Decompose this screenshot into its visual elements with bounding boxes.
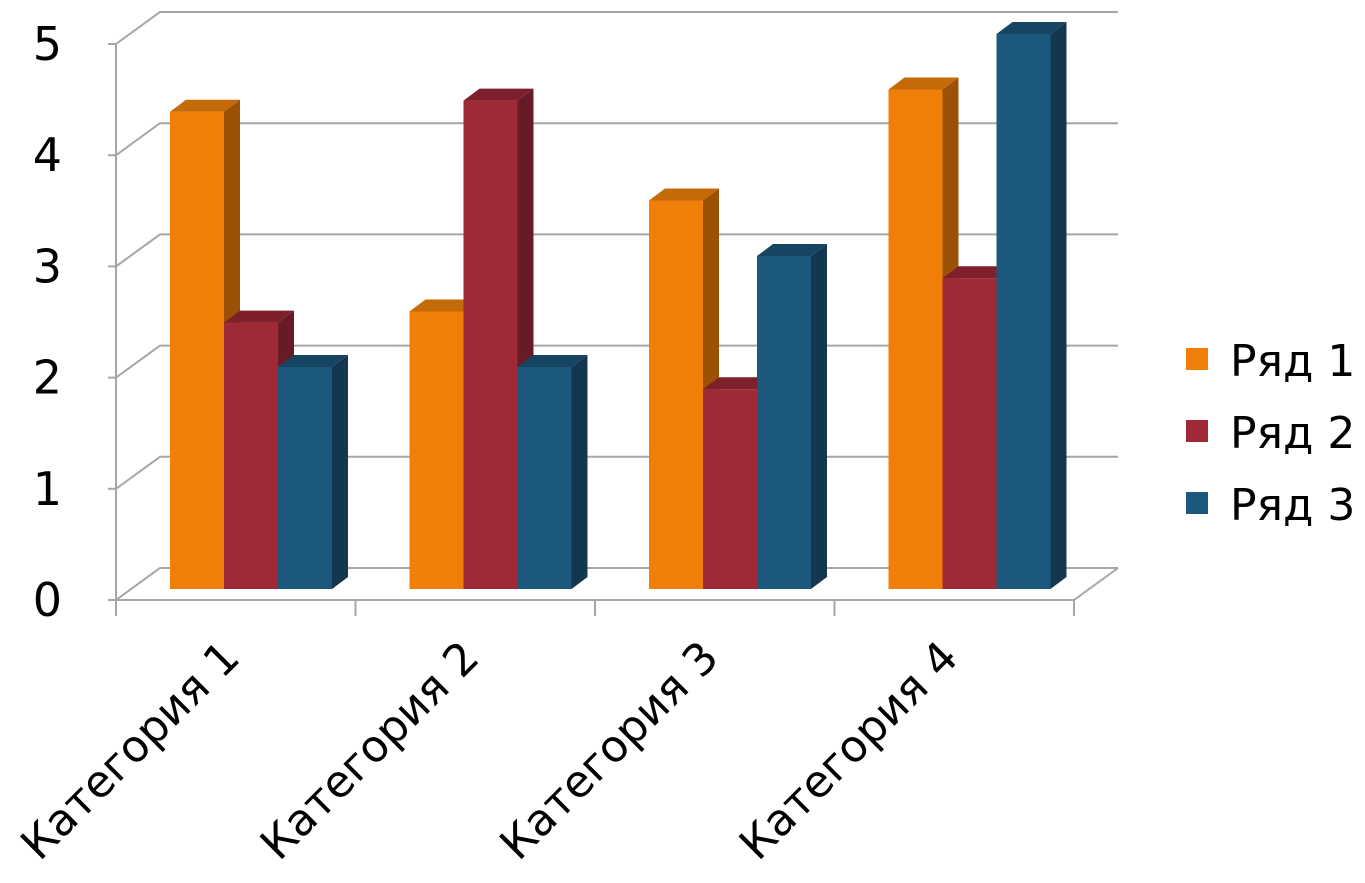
y-tick-label: 4 (33, 128, 62, 182)
legend-label: Ряд 1 (1230, 336, 1355, 387)
x-tick-label: Категория 1 (11, 632, 249, 870)
bar (278, 355, 348, 589)
legend-swatch (1186, 348, 1208, 370)
legend-item: Ряд 3 (1186, 480, 1355, 531)
gridline (115, 11, 1118, 45)
y-tick-label: 2 (33, 351, 62, 405)
bar (463, 88, 534, 589)
y-tick-label: 1 (33, 462, 62, 516)
gridline (115, 233, 1118, 268)
legend-swatch (1186, 420, 1208, 442)
bar (649, 188, 719, 589)
bar (757, 244, 827, 589)
legend-label: Ряд 3 (1230, 480, 1355, 531)
y-tick-label: 0 (33, 573, 62, 627)
floor-edge (1073, 567, 1119, 601)
bar (996, 22, 1067, 589)
bar (517, 355, 588, 589)
bars (170, 22, 1067, 589)
gridline (115, 122, 1118, 157)
y-tick-labels: 0 1 2 3 4 5 (33, 17, 62, 627)
x-tick-label: Категория 2 (251, 632, 489, 870)
legend-item: Ряд 2 (1186, 408, 1355, 459)
legend: Ряд 1 Ряд 2 Ряд 3 (1186, 336, 1355, 531)
axes (108, 43, 1075, 616)
x-tick-labels: Категория 1 Категория 2 Категория 3 Категор… (11, 632, 968, 870)
legend-item: Ряд 1 (1186, 336, 1355, 387)
y-tick-label: 3 (33, 239, 62, 293)
legend-swatch (1186, 492, 1208, 514)
y-tick-label: 5 (33, 17, 62, 71)
x-tick-label: Категория 3 (490, 632, 728, 870)
legend-label: Ряд 2 (1230, 408, 1355, 459)
x-tick-label: Категория 4 (730, 632, 968, 870)
